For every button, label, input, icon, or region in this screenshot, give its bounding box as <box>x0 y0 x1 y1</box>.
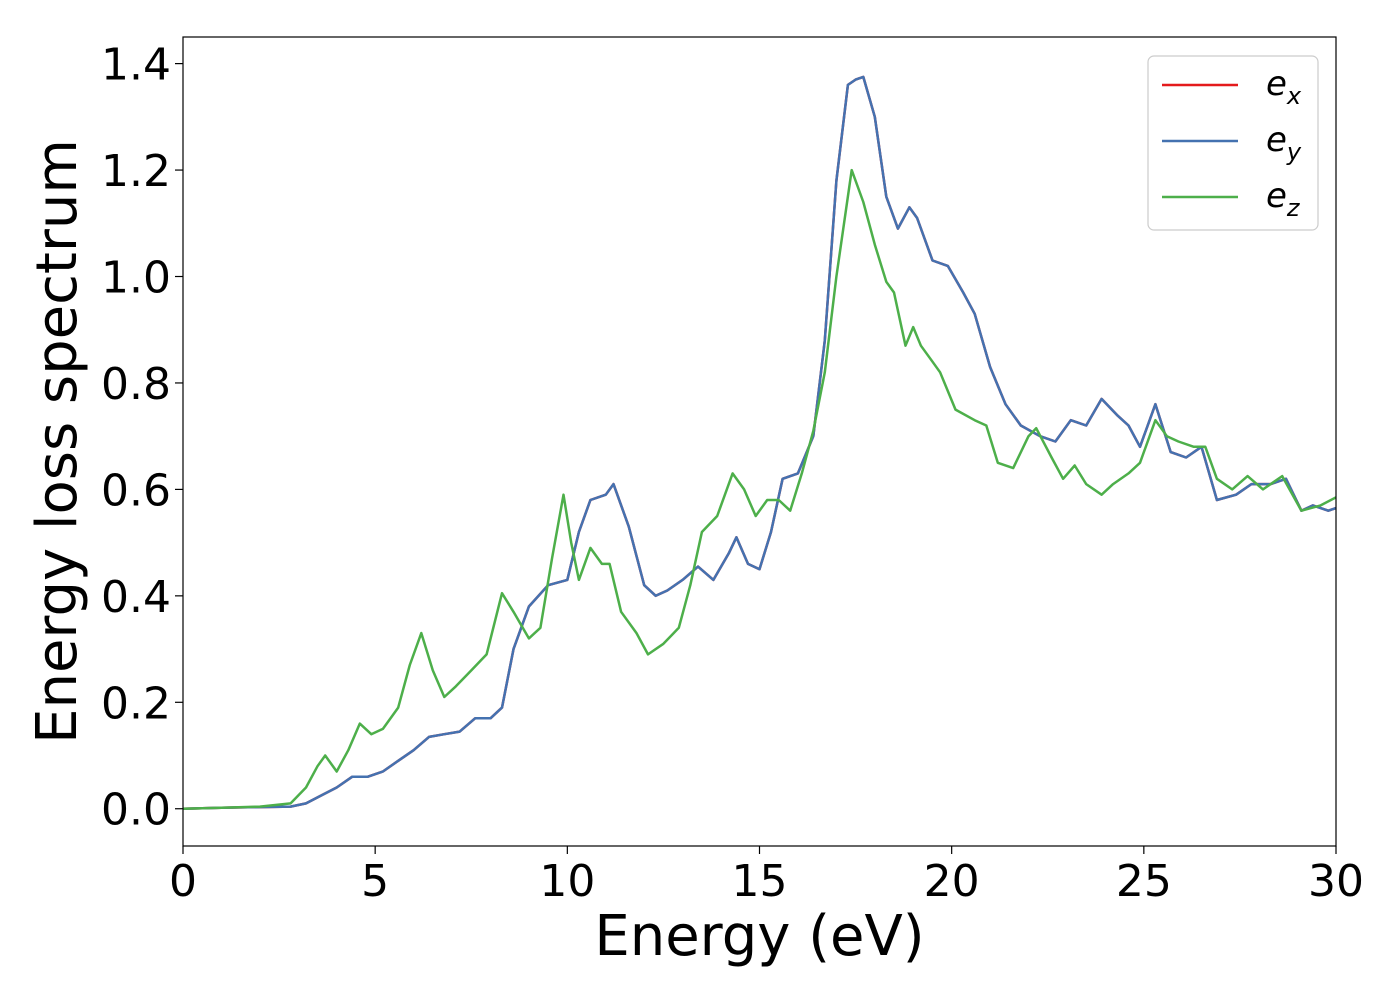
series-line-ez <box>183 168 1336 810</box>
y-tick-label: 1.4 <box>101 40 171 91</box>
y-tick-label: 1.0 <box>101 253 171 304</box>
x-tick-label: 10 <box>539 856 595 907</box>
x-axis-title: Energy (eV) <box>594 904 924 969</box>
y-tick-label: 0.8 <box>101 359 171 410</box>
x-tick-label: 5 <box>361 856 389 907</box>
x-tick-label: 20 <box>924 856 980 907</box>
plot-area <box>183 75 1336 810</box>
axes: 0 5 10 15 20 25 30 0.0 0.2 0.4 0.6 0.8 1.0 1.2 1.4 <box>101 36 1364 907</box>
x-tick-label: 30 <box>1308 856 1364 907</box>
legend-label-ez: ez <box>1266 176 1301 222</box>
y-tick-label: 0.2 <box>101 678 171 729</box>
series-line-ey <box>183 75 1336 810</box>
x-tick-label: 25 <box>1116 856 1172 907</box>
y-tick-label: 0.0 <box>101 785 171 836</box>
y-axis-title: Energy loss spectrum <box>25 139 90 744</box>
x-tick-label: 15 <box>732 856 788 907</box>
x-tick-label: 0 <box>169 856 197 907</box>
legend-label-ey: ey <box>1266 120 1302 166</box>
legend-box <box>1147 55 1319 231</box>
y-tick-label: 0.4 <box>101 572 171 623</box>
y-tick-label: 1.2 <box>101 146 171 197</box>
legend-label-ex: ex <box>1266 64 1302 110</box>
legend: ex ey ez <box>1147 55 1319 231</box>
y-tick-label: 0.6 <box>101 465 171 516</box>
